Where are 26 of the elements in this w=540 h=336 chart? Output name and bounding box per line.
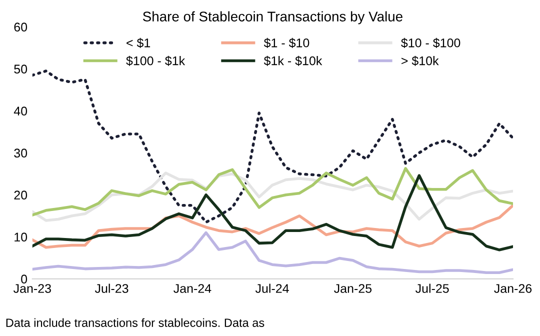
y-tick-label: 30 bbox=[14, 148, 28, 158]
legend-label: $1k - $10k bbox=[264, 56, 322, 66]
x-tick-label: Jul-24 bbox=[255, 284, 289, 293]
x-tick-label: Jul-23 bbox=[94, 284, 128, 293]
y-tick-label: 10 bbox=[14, 232, 28, 242]
legend-label: $100 - $1k bbox=[126, 56, 186, 66]
x-tick-label: Jul-25 bbox=[415, 284, 449, 293]
x-tick-label: Jan-24 bbox=[174, 284, 212, 293]
legend-label: $1 - $10 bbox=[264, 38, 310, 48]
line-series bbox=[32, 231, 513, 274]
x-tick-label: Jan-25 bbox=[334, 284, 372, 293]
line-series bbox=[32, 70, 513, 224]
legend-label: $10 - $100 bbox=[401, 38, 460, 48]
chart-title: Share of Stablecoin Transactions by Value bbox=[142, 11, 402, 24]
y-tick-label: 50 bbox=[14, 64, 28, 74]
x-tick-label: Jan-23 bbox=[13, 284, 51, 293]
x-tick-label: Jan-26 bbox=[494, 284, 532, 293]
y-tick-label: 0 bbox=[21, 274, 28, 284]
text: Data include transactions for stablecoins. Data as bbox=[6, 318, 264, 327]
y-tick-label: 40 bbox=[14, 106, 28, 116]
y-tick-label: 60 bbox=[14, 22, 28, 32]
legend-label: < $1 bbox=[126, 38, 150, 48]
line-series bbox=[32, 167, 513, 216]
y-tick-label: 20 bbox=[14, 190, 28, 200]
line-series bbox=[32, 174, 513, 252]
legend-label: > $10k bbox=[402, 56, 439, 66]
